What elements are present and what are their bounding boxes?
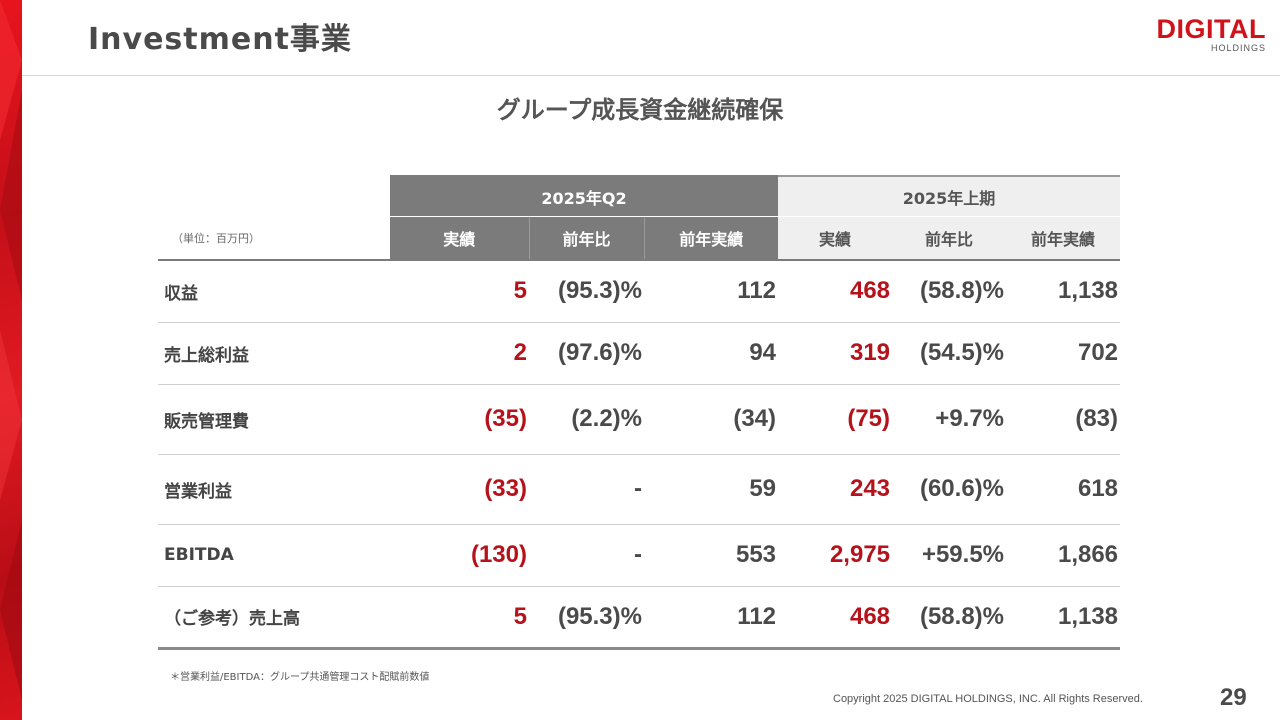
header-divider xyxy=(22,75,1280,76)
table-cell: (33) xyxy=(390,454,529,525)
table-cell: (2.2)% xyxy=(529,384,644,455)
table-row: EBITDA (130) - 553 2,975 +59.5% 1,866 xyxy=(158,524,1121,587)
table-row: 売上総利益 2 (97.6)% 94 319 (54.5)% 702 xyxy=(158,322,1121,385)
table-row: 販売管理費 (35) (2.2)% (34) (75) +9.7% (83) xyxy=(158,384,1121,455)
table-cell: (95.3)% xyxy=(529,586,644,650)
table-cell: 2 xyxy=(390,322,529,385)
financial-table: 2025年Q2 2025年上期 （単位：百万円） 実績 前年比 前年実績 実績 … xyxy=(158,175,1121,650)
table-cell: 2,975 xyxy=(778,524,893,587)
table-cell: +59.5% xyxy=(892,524,1007,587)
column-header: 前年実績 xyxy=(1006,216,1121,261)
column-header: 前年比 xyxy=(892,216,1007,261)
copyright-text: Copyright 2025 DIGITAL HOLDINGS, INC. Al… xyxy=(833,693,1143,705)
logo-wordmark: DIGITAL xyxy=(1156,14,1266,44)
table-cell: 59 xyxy=(644,454,779,525)
table-cell: (97.6)% xyxy=(529,322,644,385)
table-row: 収益 5 (95.3)% 112 468 (58.8)% 1,138 xyxy=(158,260,1121,323)
table-cell: (58.8)% xyxy=(892,586,1007,650)
group-header-q2: 2025年Q2 xyxy=(390,175,779,217)
table-cell: 1,138 xyxy=(1006,260,1121,323)
table-cell: (54.5)% xyxy=(892,322,1007,385)
table-cell: 112 xyxy=(644,260,779,323)
logo-subtitle: HOLDINGS xyxy=(1210,43,1266,53)
table-cell: 553 xyxy=(644,524,779,587)
table-cell: (130) xyxy=(390,524,529,587)
company-logo: DIGITAL HOLDINGS xyxy=(1156,14,1266,54)
table-cell: - xyxy=(529,524,644,587)
row-label: EBITDA xyxy=(158,524,390,587)
table-cell: 1,138 xyxy=(1006,586,1121,650)
row-label: 営業利益 xyxy=(158,454,390,525)
decorative-side-bar xyxy=(0,0,22,720)
table-row: （ご参考）売上高 5 (95.3)% 112 468 (58.8)% 1,138 xyxy=(158,586,1121,650)
table-corner xyxy=(158,176,390,217)
table-cell: 5 xyxy=(390,260,529,323)
table-cell: 94 xyxy=(644,322,779,385)
column-header: 前年実績 xyxy=(643,216,779,261)
table-cell: (83) xyxy=(1006,384,1121,455)
table-cell: (58.8)% xyxy=(892,260,1007,323)
table-cell: 319 xyxy=(778,322,893,385)
row-label: （ご参考）売上高 xyxy=(158,586,390,650)
footnote: ＊営業利益/EBITDA：グループ共通管理コスト配賦前数値 xyxy=(170,672,430,683)
table-cell: (75) xyxy=(778,384,893,455)
row-label: 販売管理費 xyxy=(158,384,390,455)
unit-label: （単位：百万円） xyxy=(158,216,390,261)
table-cell: 5 xyxy=(390,586,529,650)
table-cell: +9.7% xyxy=(892,384,1007,455)
page-number: 29 xyxy=(1220,684,1247,711)
table-cell: - xyxy=(529,454,644,525)
row-label: 売上総利益 xyxy=(158,322,390,385)
page-title: Investment事業 xyxy=(88,22,352,57)
table-cell: (35) xyxy=(390,384,529,455)
column-header: 実績 xyxy=(778,216,893,261)
column-header: 実績 xyxy=(390,216,529,261)
table-cell: 1,866 xyxy=(1006,524,1121,587)
table-cell: 468 xyxy=(778,260,893,323)
column-header: 前年比 xyxy=(528,216,644,261)
table-cell: 702 xyxy=(1006,322,1121,385)
group-header-h1: 2025年上期 xyxy=(778,175,1121,217)
table-row: 営業利益 (33) - 59 243 (60.6)% 618 xyxy=(158,454,1121,525)
table-cell: 112 xyxy=(644,586,779,650)
table-cell: 618 xyxy=(1006,454,1121,525)
table-cell: (34) xyxy=(644,384,779,455)
table-cell: (95.3)% xyxy=(529,260,644,323)
slide-heading: グループ成長資金継続確保 xyxy=(496,96,784,124)
table-cell: (60.6)% xyxy=(892,454,1007,525)
table-cell: 468 xyxy=(778,586,893,650)
table-cell: 243 xyxy=(778,454,893,525)
row-label: 収益 xyxy=(158,260,390,323)
